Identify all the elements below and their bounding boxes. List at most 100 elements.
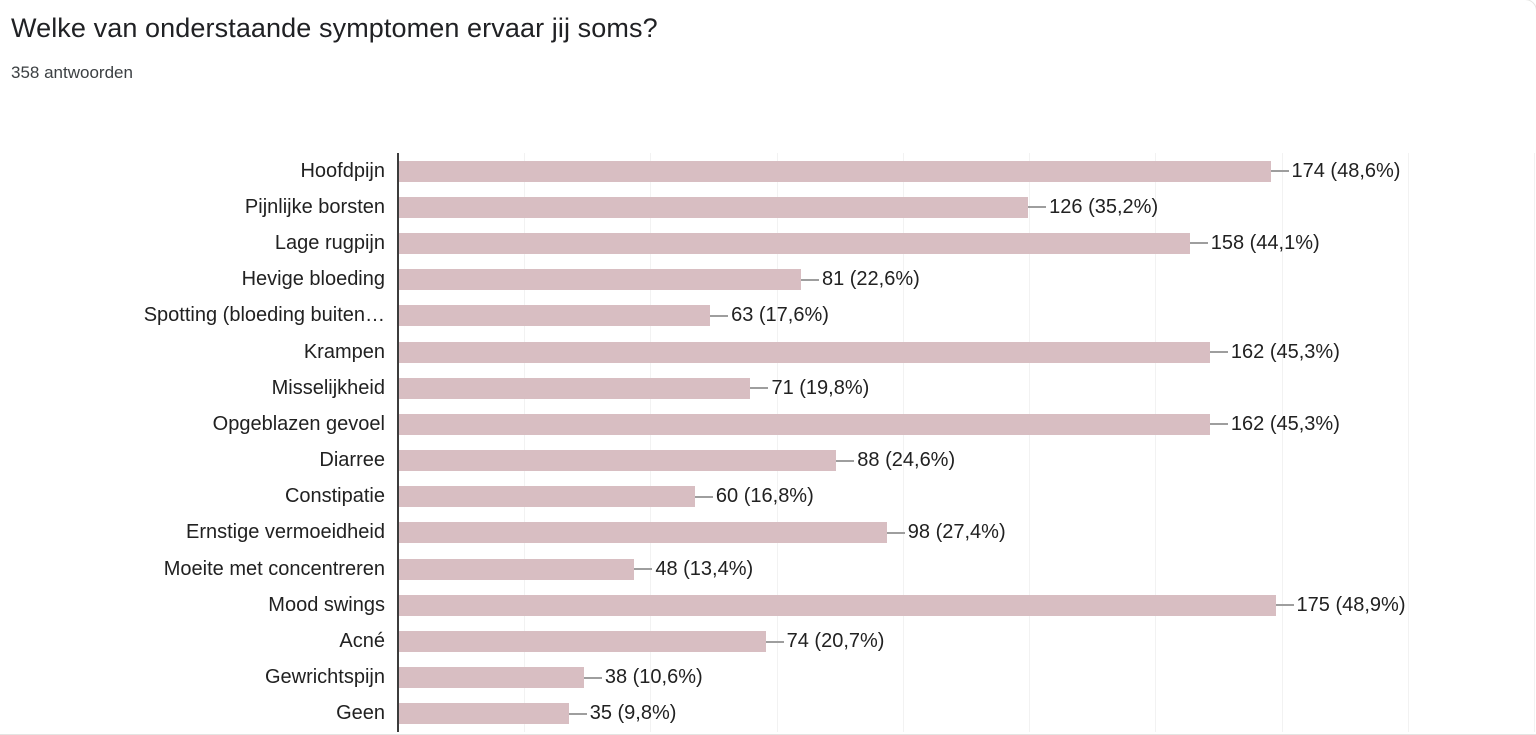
- bar-area: 60 (16,8%): [399, 479, 1536, 515]
- chart-row: Moeite met concentreren 48 (13,4%): [1, 551, 1536, 587]
- bar-area: 71 (19,8%): [399, 370, 1536, 406]
- gridline: [650, 153, 652, 732]
- bar: [399, 413, 1210, 435]
- bar: [399, 196, 1029, 218]
- chart-row: Misselijkheid 71 (19,8%): [1, 370, 1536, 406]
- bar: [399, 160, 1271, 182]
- chart-row: Ernstige vermoeidheid 98 (27,4%): [1, 515, 1536, 551]
- category-label: Lage rugpijn: [274, 231, 385, 254]
- value-label: 38 (10,6%): [604, 666, 703, 689]
- connector-line: [634, 568, 653, 571]
- category-label: Geen: [336, 702, 385, 725]
- category-label: Ernstige vermoeidheid: [186, 521, 385, 544]
- connector-line: [1209, 351, 1228, 354]
- bar: [399, 558, 635, 580]
- bar-area: 162 (45,3%): [399, 334, 1536, 370]
- value-label: 162 (45,3%): [1230, 340, 1340, 363]
- response-count: 358 antwoorden: [11, 63, 133, 82]
- connector-line: [1275, 604, 1294, 607]
- chart-row: Geen 35 (9,8%): [1, 696, 1536, 732]
- bar: [399, 269, 801, 291]
- bar: [399, 631, 766, 653]
- gridline: [902, 153, 904, 732]
- chart-row: Hevige bloeding 81 (22,6%): [1, 262, 1536, 298]
- value-label: 48 (13,4%): [655, 557, 754, 580]
- category-label: Acné: [339, 630, 385, 653]
- value-label: 35 (9,8%): [589, 702, 677, 725]
- value-label: 175 (48,9%): [1296, 593, 1406, 616]
- bar: [399, 486, 695, 508]
- chart-row: Diarree 88 (24,6%): [1, 443, 1536, 479]
- gridline: [1534, 153, 1535, 732]
- bar-area: 48 (13,4%): [399, 551, 1536, 587]
- category-label: Misselijkheid: [271, 376, 385, 399]
- chart-row: Spotting (bloeding buiten… 63 (17,6%): [1, 298, 1536, 334]
- category-label: Gewrichtspijn: [264, 666, 385, 689]
- connector-line: [1028, 206, 1047, 209]
- category-label: Pijnlijke borsten: [244, 195, 385, 218]
- chart-row: Mood swings 175 (48,9%): [1, 587, 1536, 623]
- gridline: [1029, 153, 1031, 732]
- category-label: Mood swings: [268, 593, 385, 616]
- category-label: Diarree: [319, 449, 385, 472]
- bar-area: 88 (24,6%): [399, 443, 1536, 479]
- value-label: 126 (35,2%): [1049, 195, 1159, 218]
- category-label: Hevige bloeding: [241, 268, 385, 291]
- value-label: 74 (20,7%): [786, 630, 885, 653]
- bar-area: 175 (48,9%): [399, 587, 1536, 623]
- connector-line: [836, 459, 855, 462]
- question-title: Welke van onderstaande symptomen ervaar …: [11, 13, 658, 43]
- value-label: 71 (19,8%): [771, 376, 870, 399]
- category-label: Spotting (bloeding buiten…: [143, 304, 385, 327]
- bar: [399, 377, 751, 399]
- value-label: 174 (48,6%): [1291, 159, 1401, 182]
- value-label: 162 (45,3%): [1230, 412, 1340, 435]
- connector-line: [1189, 242, 1208, 245]
- gridline: [1155, 153, 1157, 732]
- bar: [399, 450, 837, 472]
- gridline: [1281, 153, 1283, 732]
- chart-row: Lage rugpijn 158 (44,1%): [1, 225, 1536, 261]
- y-axis-line: [397, 153, 399, 732]
- connector-line: [694, 495, 713, 498]
- connector-line: [886, 531, 905, 534]
- chart-row: Gewrichtspijn 38 (10,6%): [1, 660, 1536, 696]
- bar-area: 98 (27,4%): [399, 515, 1536, 551]
- connector-line: [750, 387, 769, 390]
- bar: [399, 341, 1210, 363]
- bar-area: 63 (17,6%): [399, 298, 1536, 334]
- bar-area: 81 (22,6%): [399, 262, 1536, 298]
- category-label: Krampen: [303, 340, 385, 363]
- chart-rows: Hoofdpijn 174 (48,6%) Pijnlijke borsten 126…: [1, 153, 1536, 732]
- chart-row: Pijnlijke borsten 126 (35,2%): [1, 189, 1536, 225]
- value-label: 158 (44,1%): [1210, 231, 1320, 254]
- value-label: 63 (17,6%): [731, 304, 829, 327]
- connector-line: [710, 314, 729, 317]
- chart-row: Opgeblazen gevoel 162 (45,3%): [1, 406, 1536, 442]
- value-label: 81 (22,6%): [821, 268, 920, 291]
- bar-area: 174 (48,6%): [399, 153, 1536, 189]
- bar: [399, 703, 569, 725]
- bar: [399, 305, 711, 327]
- value-label: 98 (27,4%): [907, 521, 1006, 544]
- connector-line: [800, 278, 819, 281]
- bar-area: 158 (44,1%): [399, 225, 1536, 261]
- bar-area: 162 (45,3%): [399, 406, 1536, 442]
- connector-line: [765, 640, 784, 643]
- chart-row: Krampen 162 (45,3%): [1, 334, 1536, 370]
- bar: [399, 232, 1190, 254]
- gridline: [524, 153, 526, 732]
- connector-line: [583, 676, 602, 679]
- connector-line: [568, 712, 587, 715]
- connector-line: [1209, 423, 1228, 426]
- bar-area: 38 (10,6%): [399, 660, 1536, 696]
- chart-row: Hoofdpijn 174 (48,6%): [1, 153, 1536, 189]
- value-label: 60 (16,8%): [715, 485, 814, 508]
- chart-row: Constipatie 60 (16,8%): [1, 479, 1536, 515]
- gridline: [776, 153, 778, 732]
- bar: [399, 522, 887, 544]
- category-label: Constipatie: [284, 485, 385, 508]
- bar: [399, 594, 1276, 616]
- chart-row: Acné 74 (20,7%): [1, 623, 1536, 659]
